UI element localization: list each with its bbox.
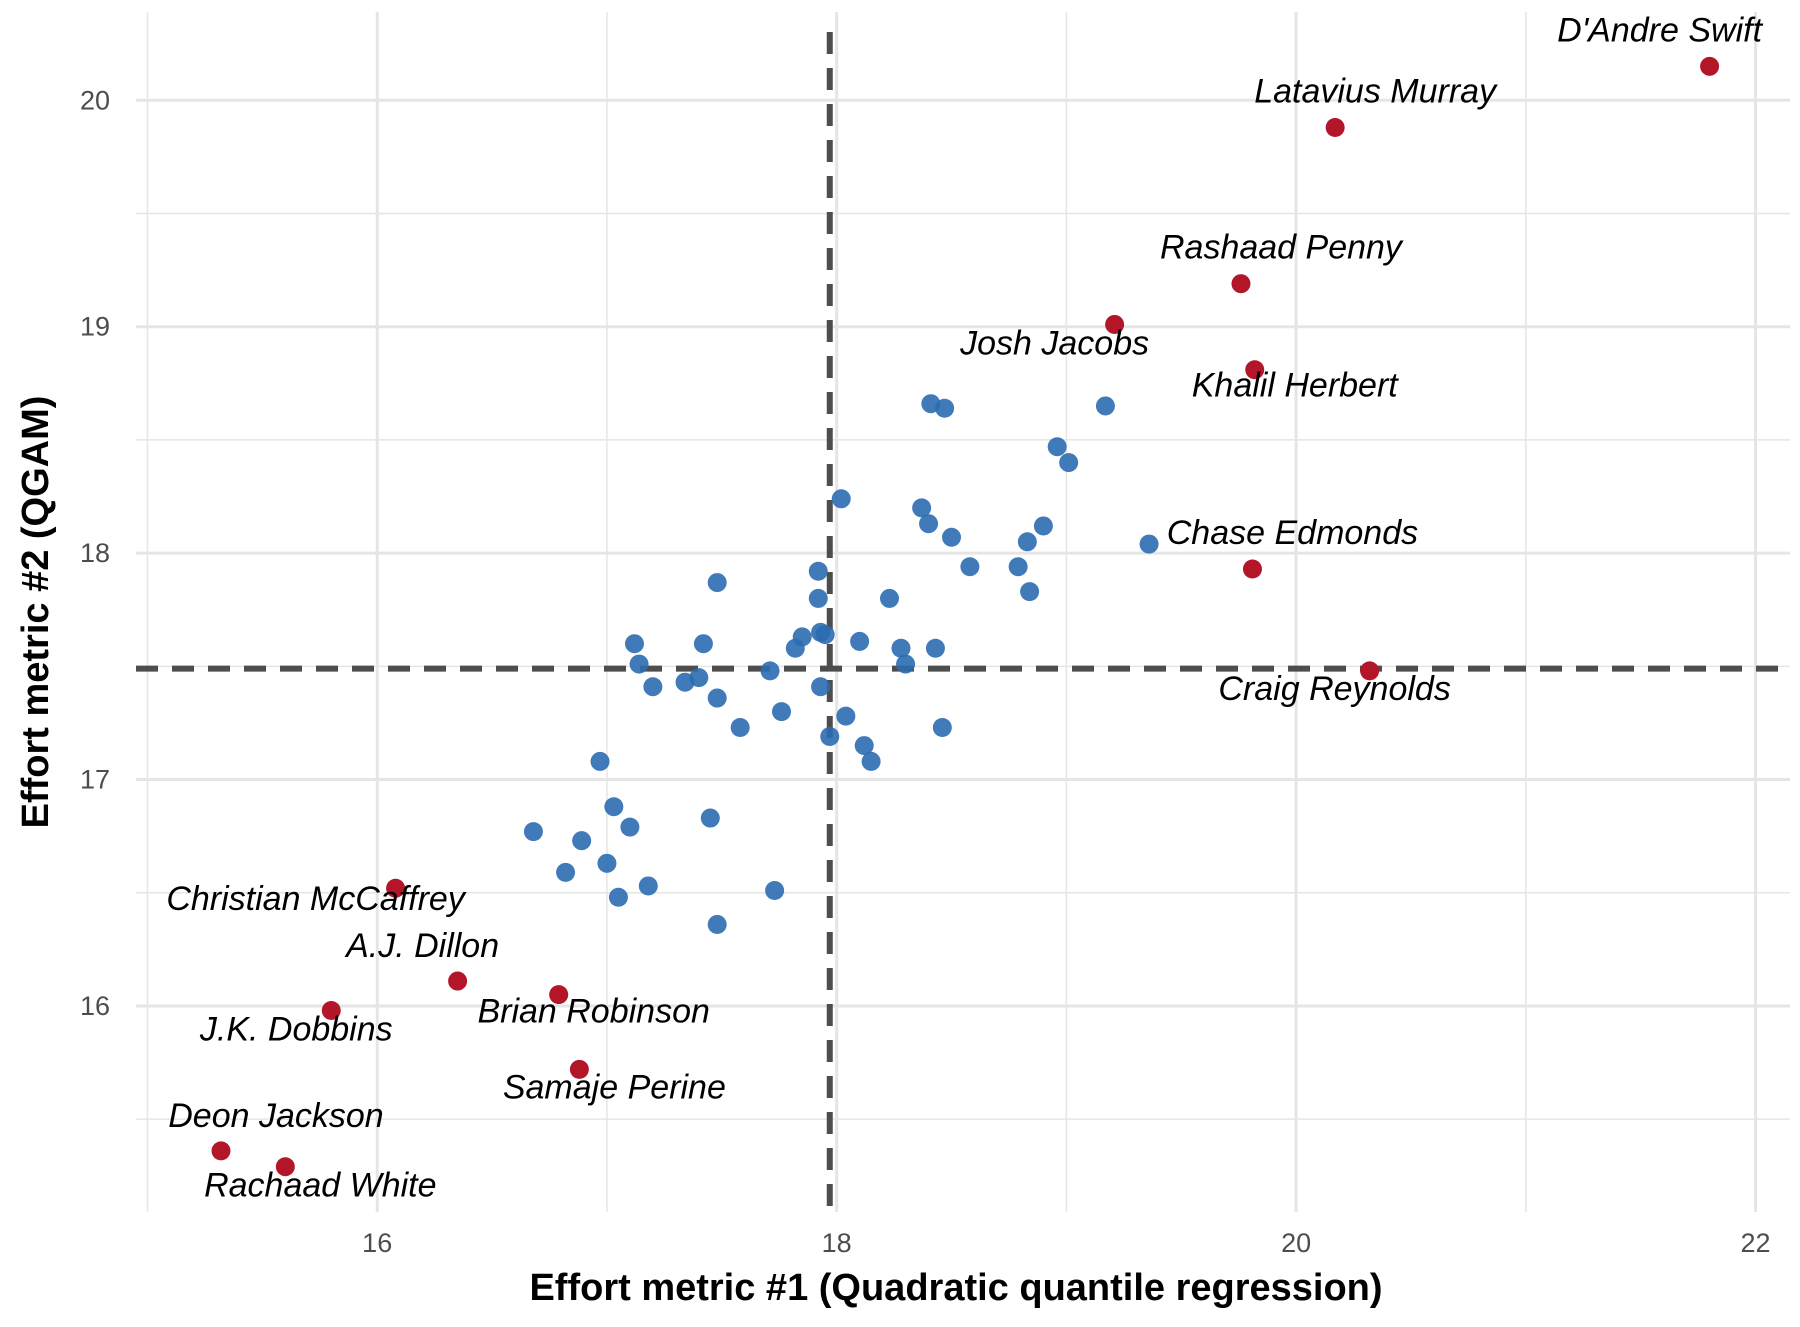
point-label: Deon Jackson <box>168 1097 383 1135</box>
data-point <box>765 880 785 900</box>
data-point <box>815 625 835 645</box>
data-point <box>689 668 709 688</box>
x-axis-title: Effort metric #1 (Quadratic quantile reg… <box>529 1267 1382 1309</box>
data-point <box>808 588 828 608</box>
point-label: Samaje Perine <box>503 1068 726 1106</box>
data-point <box>808 561 828 581</box>
data-point <box>942 527 962 547</box>
point-label: Josh Jacobs <box>959 324 1149 362</box>
data-point <box>572 831 592 851</box>
data-point <box>604 797 624 817</box>
data-point <box>760 661 780 681</box>
point-label: Khalil Herbert <box>1192 367 1400 405</box>
data-point <box>1059 453 1079 473</box>
highlighted-point <box>1105 314 1125 334</box>
highlighted-point <box>275 1157 295 1177</box>
y-tick-label: 19 <box>80 312 110 342</box>
point-labels: D'Andre Swift Latavius Murray Josh Jacobs R… <box>166 11 1763 1204</box>
y-tick-label: 20 <box>80 85 110 115</box>
point-label: Chase Edmonds <box>1167 514 1418 552</box>
data-point <box>590 751 610 771</box>
highlighted-point <box>549 985 569 1005</box>
point-label: Latavius Murray <box>1254 72 1498 110</box>
data-point <box>620 817 640 837</box>
point-label: Christian McCaffrey <box>166 880 467 918</box>
highlighted-point <box>1245 360 1265 380</box>
data-point <box>597 853 617 873</box>
highlighted-point <box>386 878 406 898</box>
y-tick-label: 17 <box>80 765 110 795</box>
data-point <box>861 751 881 771</box>
highlighted-point <box>1242 559 1262 579</box>
point-label: D'Andre Swift <box>1557 11 1763 49</box>
data-point <box>523 822 543 842</box>
data-point <box>608 887 628 907</box>
data-point <box>879 588 899 608</box>
x-tick-label: 16 <box>362 1228 392 1258</box>
point-label: A.J. Dillon <box>344 927 499 965</box>
y-tick-label: 18 <box>80 538 110 568</box>
data-point <box>707 914 727 934</box>
data-point <box>1139 534 1159 554</box>
x-tick-label: 18 <box>822 1228 852 1258</box>
data-point <box>556 862 576 882</box>
highlighted-point <box>1231 274 1251 294</box>
data-point <box>693 634 713 654</box>
highlighted-point <box>569 1059 589 1079</box>
data-point <box>1047 437 1067 457</box>
data-point <box>629 654 649 674</box>
data-point <box>638 876 658 896</box>
x-tick-label: 22 <box>1741 1228 1771 1258</box>
y-axis-title: Effort metric #2 (QGAM) <box>15 396 57 829</box>
point-label: Brian Robinson <box>477 993 709 1031</box>
highlighted-point <box>1325 117 1345 137</box>
tick-labels: 16 18 20 22 16 17 18 19 20 <box>80 85 1771 1258</box>
data-point <box>1033 516 1053 536</box>
data-point <box>730 717 750 737</box>
data-point <box>896 654 916 674</box>
reference-lines <box>136 32 1790 1212</box>
data-point <box>700 808 720 828</box>
highlighted-point <box>211 1141 231 1161</box>
x-tick-label: 20 <box>1281 1228 1311 1258</box>
data-point <box>643 677 663 697</box>
data-point <box>811 677 831 697</box>
y-tick-label: 16 <box>80 991 110 1021</box>
data-point <box>772 702 792 722</box>
highlighted-point <box>1700 56 1720 76</box>
point-label: Rashaad Penny <box>1160 229 1404 267</box>
data-point <box>925 638 945 658</box>
data-point <box>960 557 980 577</box>
data-point <box>707 688 727 708</box>
data-point <box>932 717 952 737</box>
data-point <box>1008 557 1028 577</box>
data-point <box>836 706 856 726</box>
data-point <box>935 398 955 418</box>
data-point <box>1020 582 1040 602</box>
data-point <box>912 498 932 518</box>
point-label: Craig Reynolds <box>1218 670 1450 708</box>
data-point <box>624 634 644 654</box>
point-label: Rachaad White <box>204 1167 436 1205</box>
data-point <box>831 489 851 509</box>
data-point <box>854 736 874 756</box>
data-point <box>919 514 939 534</box>
highlighted-point <box>1360 661 1380 681</box>
grid <box>136 12 1790 1212</box>
data-point <box>891 638 911 658</box>
point-label: J.K. Dobbins <box>199 1010 393 1048</box>
highlighted-point <box>448 971 468 991</box>
data-point <box>820 727 840 747</box>
highlighted-point <box>321 1000 341 1020</box>
data-point <box>707 573 727 593</box>
data-point <box>1017 532 1037 552</box>
data-point <box>785 638 805 658</box>
data-point <box>850 631 870 651</box>
data-point <box>1095 396 1115 416</box>
data-points <box>211 56 1720 1177</box>
